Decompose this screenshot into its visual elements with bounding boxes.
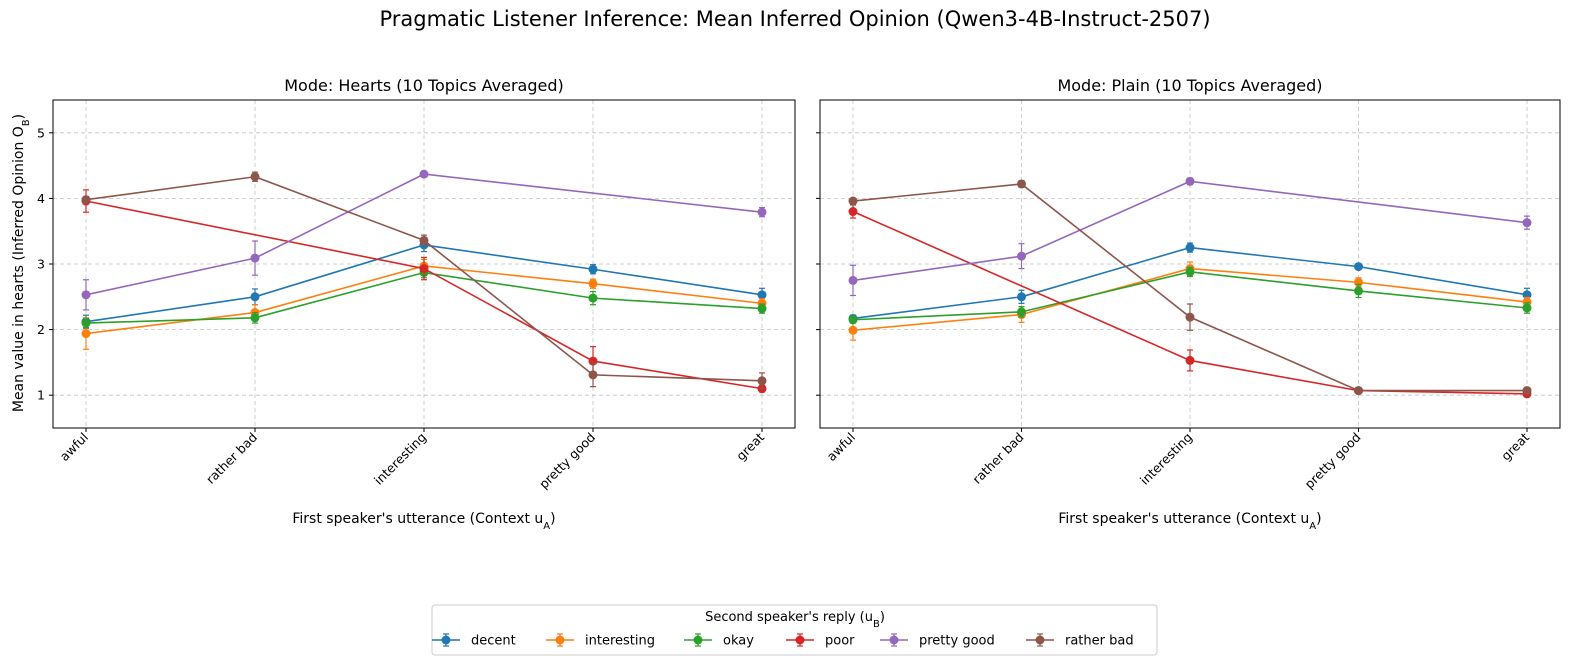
data-point-decent	[757, 290, 767, 300]
data-point-okay	[757, 304, 767, 314]
data-point-rather-bad	[81, 195, 91, 205]
x-axis-label: First speaker's utterance (Context uA)	[1058, 511, 1321, 532]
data-point-okay	[81, 318, 91, 328]
legend-item-interesting: interesting	[546, 633, 655, 649]
data-point-okay	[588, 293, 598, 303]
data-point-interesting	[588, 279, 598, 289]
data-point-decent	[588, 264, 598, 274]
data-point-poor	[419, 264, 429, 274]
legend-item-decent: decent	[432, 633, 516, 649]
legend-marker-poor	[795, 635, 805, 645]
data-point-rather-bad	[250, 172, 260, 182]
data-point-decent	[1185, 243, 1195, 253]
data-point-decent	[1354, 262, 1363, 272]
legend-label-poor: poor	[825, 634, 855, 649]
legend-marker-okay	[693, 635, 703, 645]
data-point-poor	[848, 207, 858, 217]
data-point-okay	[848, 315, 858, 325]
legend: Second speaker's reply (uB) decent intere…	[431, 604, 1158, 656]
x-axis-label-sub: A	[1309, 521, 1316, 532]
legend-label-pretty-good: pretty good	[919, 634, 995, 649]
data-point-pretty-good	[757, 207, 767, 217]
x-axis-label: First speaker's utterance (Context uA)	[292, 511, 555, 532]
legend-frame	[431, 604, 1158, 656]
data-point-rather-bad	[848, 196, 858, 206]
legend-items: decent interesting okay poor pretty good rath…	[432, 633, 1134, 649]
x-axis-label-sub: A	[543, 521, 550, 532]
x-tick-label: awful	[57, 430, 91, 464]
data-point-pretty-good	[250, 253, 260, 263]
x-tick-label: pretty good	[1302, 430, 1364, 492]
panel-plain: awful rather bad interesting pretty good gre…	[816, 76, 1561, 532]
data-point-pretty-good	[848, 275, 858, 285]
x-axis-label-main: First speaker's utterance (Context u	[1058, 511, 1309, 527]
data-point-rather-bad	[419, 235, 429, 245]
legend-label-interesting: interesting	[585, 634, 655, 649]
x-axis-label-main: First speaker's utterance (Context u	[292, 511, 543, 527]
panel-title: Mode: Hearts (10 Topics Averaged)	[284, 76, 563, 95]
x-tick-label: pretty good	[536, 430, 598, 492]
x-axis-label-close: )	[1316, 511, 1321, 527]
data-point-okay	[1354, 286, 1363, 296]
data-point-rather-bad	[1017, 179, 1026, 189]
data-point-pretty-good	[419, 169, 429, 179]
data-point-pretty-good	[1017, 251, 1026, 261]
y-axis-label: Mean value in hearts (Inferred Opinion O…	[11, 114, 32, 412]
legend-title: Second speaker's reply (uB)	[705, 610, 885, 630]
legend-item-poor: poor	[786, 633, 855, 649]
data-point-pretty-good	[1522, 218, 1532, 228]
x-tick-label: interesting	[371, 430, 429, 488]
y-tick-label: 4	[37, 191, 45, 206]
x-tick-label: rather bad	[203, 430, 260, 487]
data-point-rather-bad	[1185, 312, 1195, 322]
x-tick-label: rather bad	[969, 430, 1026, 487]
data-point-rather-bad	[757, 376, 767, 386]
x-tick-label: great	[733, 429, 767, 463]
data-point-interesting	[848, 325, 858, 335]
x-tick-label: great	[1498, 429, 1532, 463]
legend-label-okay: okay	[723, 634, 754, 649]
data-point-rather-bad	[1522, 386, 1532, 396]
legend-label-rather-bad: rather bad	[1065, 634, 1134, 649]
figure-title: Pragmatic Listener Inference: Mean Infer…	[379, 7, 1210, 31]
data-point-rather-bad	[1354, 386, 1363, 396]
data-point-rather-bad	[588, 370, 598, 380]
data-point-interesting	[81, 329, 91, 339]
data-point-pretty-good	[81, 290, 91, 300]
data-point-poor	[1185, 355, 1195, 365]
series-line-pretty-good	[852, 180, 1528, 282]
series-group	[81, 169, 767, 394]
series-line-poor	[85, 200, 763, 390]
legend-marker-pretty-good	[889, 635, 899, 645]
data-point-okay	[1185, 267, 1195, 277]
x-tick-label: interesting	[1137, 430, 1195, 488]
series-line-poor	[852, 210, 1528, 395]
legend-item-okay: okay	[684, 633, 754, 649]
data-point-pretty-good	[1185, 176, 1195, 186]
y-tick-label: 5	[37, 125, 45, 140]
x-axis-label-close: )	[550, 511, 555, 527]
data-point-decent	[1017, 292, 1026, 302]
data-point-okay	[250, 313, 260, 323]
legend-marker-rather-bad	[1035, 635, 1045, 645]
legend-item-pretty-good: pretty good	[880, 633, 995, 649]
y-tick-label: 1	[37, 388, 45, 403]
panel-title: Mode: Plain (10 Topics Averaged)	[1057, 76, 1322, 95]
data-point-okay	[1017, 307, 1026, 317]
panel-hearts: 1 2 3 4 5 awful rather bad interesting pretty go…	[37, 76, 796, 532]
legend-item-rather-bad: rather bad	[1026, 633, 1134, 649]
y-tick-label: 2	[37, 322, 45, 337]
legend-marker-decent	[441, 635, 451, 645]
y-tick-label: 3	[37, 257, 45, 272]
legend-marker-interesting	[555, 635, 565, 645]
series-group	[848, 176, 1532, 399]
data-point-decent	[250, 292, 260, 302]
legend-label-decent: decent	[471, 634, 516, 649]
x-tick-label: awful	[824, 430, 858, 464]
series-line-pretty-good	[85, 173, 763, 296]
data-point-okay	[1522, 303, 1532, 313]
